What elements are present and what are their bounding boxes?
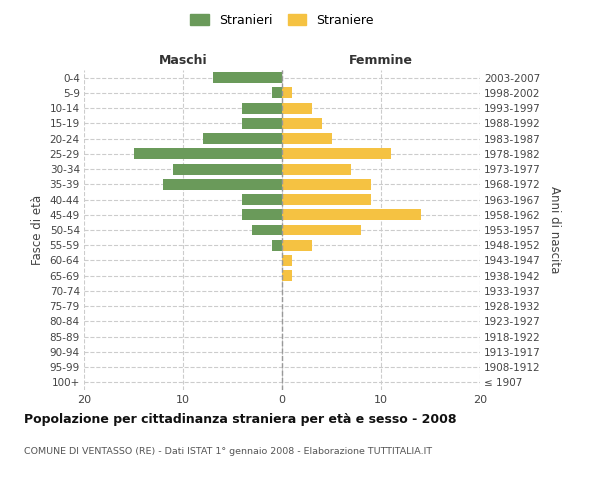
Bar — [282, 270, 292, 281]
Bar — [282, 88, 292, 99]
Bar — [282, 194, 371, 205]
Bar — [282, 179, 371, 190]
Text: Maschi: Maschi — [158, 54, 208, 68]
Text: COMUNE DI VENTASSO (RE) - Dati ISTAT 1° gennaio 2008 - Elaborazione TUTTITALIA.I: COMUNE DI VENTASSO (RE) - Dati ISTAT 1° … — [24, 448, 432, 456]
Bar — [163, 179, 282, 190]
Bar — [242, 194, 282, 205]
Bar — [282, 255, 292, 266]
Bar — [173, 164, 282, 174]
Bar — [203, 133, 282, 144]
Bar — [242, 210, 282, 220]
Bar — [242, 118, 282, 129]
Bar — [282, 210, 421, 220]
Bar — [212, 72, 282, 83]
Y-axis label: Anni di nascita: Anni di nascita — [548, 186, 561, 274]
Bar — [282, 133, 331, 144]
Bar — [282, 164, 352, 174]
Text: Femmine: Femmine — [349, 54, 413, 68]
Text: Popolazione per cittadinanza straniera per età e sesso - 2008: Popolazione per cittadinanza straniera p… — [24, 412, 457, 426]
Y-axis label: Fasce di età: Fasce di età — [31, 195, 44, 265]
Bar — [272, 88, 282, 99]
Legend: Stranieri, Straniere: Stranieri, Straniere — [188, 11, 376, 29]
Bar — [282, 118, 322, 129]
Bar — [282, 240, 312, 250]
Bar — [242, 102, 282, 114]
Bar — [282, 148, 391, 160]
Bar — [282, 224, 361, 235]
Bar — [282, 102, 312, 114]
Bar — [253, 224, 282, 235]
Bar — [133, 148, 282, 160]
Bar — [272, 240, 282, 250]
